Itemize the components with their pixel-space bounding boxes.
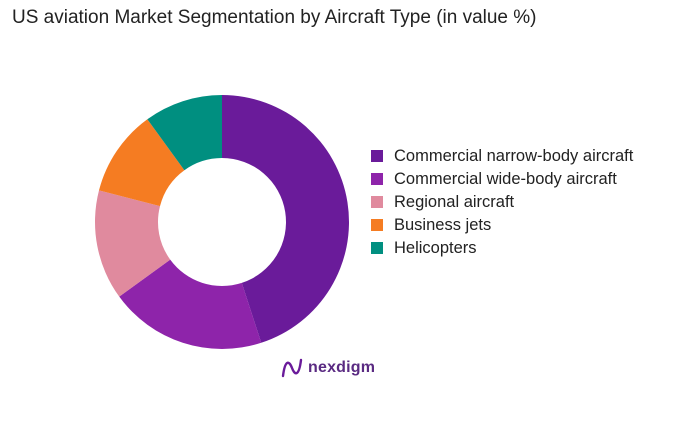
donut-slice-5 <box>147 95 222 171</box>
donut-slice-1 <box>222 95 350 343</box>
legend-label: Commercial wide-body aircraft <box>394 170 617 188</box>
donut-slice-2 <box>119 259 262 349</box>
legend-item: Commercial narrow-body aircraft <box>371 145 691 167</box>
chart-title: US aviation Market Segmentation by Aircr… <box>12 7 537 28</box>
legend-label: Helicopters <box>394 239 477 257</box>
legend-item: Regional aircraft <box>371 191 691 213</box>
legend-label: Business jets <box>394 216 492 234</box>
nexdigm-logo-icon <box>281 358 303 378</box>
legend-swatch <box>371 219 383 231</box>
legend-swatch <box>371 150 383 162</box>
legend-label: Regional aircraft <box>394 193 515 211</box>
legend-label: Commercial narrow-body aircraft <box>394 147 634 165</box>
legend-item: Helicopters <box>371 237 691 259</box>
legend-item: Business jets <box>371 214 691 236</box>
legend-swatch <box>371 242 383 254</box>
brand-logo: nexdigm <box>280 356 375 380</box>
legend-swatch <box>371 196 383 208</box>
donut-slice-4 <box>98 119 185 207</box>
donut-slice-3 <box>95 190 171 297</box>
brand-name: nexdigm <box>308 359 376 376</box>
chart-legend: Commercial narrow-body aircraft Commercia… <box>371 145 691 260</box>
legend-swatch <box>371 173 383 185</box>
legend-item: Commercial wide-body aircraft <box>371 168 691 190</box>
